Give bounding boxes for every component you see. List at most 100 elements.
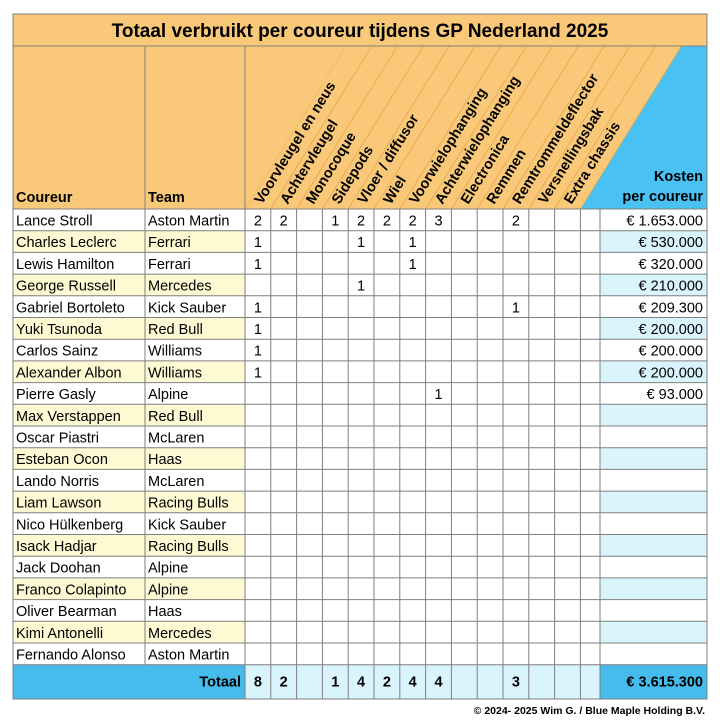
team-name: Kick Sauber [148, 300, 226, 316]
team-name: Racing Bulls [148, 496, 229, 512]
total-part-count: 8 [254, 675, 262, 691]
row-cost-bg [600, 317, 707, 340]
grid-layer [12, 13, 708, 700]
driver-name: Isack Hadjar [16, 539, 97, 555]
team-name: Mercedes [148, 279, 212, 295]
driver-name: Kimi Antonelli [16, 626, 103, 642]
row-parts-bg [245, 447, 600, 470]
row-parts-bg [245, 317, 600, 340]
header-cost-line1: Kosten [654, 169, 703, 185]
team-name: Kick Sauber [148, 517, 226, 533]
row-parts-bg [245, 404, 600, 426]
driver-cost: € 210.000 [638, 279, 703, 295]
row-parts-bg [245, 556, 600, 578]
row-label-bg [13, 534, 245, 557]
row-cost-bg [600, 230, 707, 253]
row-label-bg [13, 469, 245, 492]
driver-name: Carlos Sainz [16, 344, 98, 360]
part-count: 2 [512, 214, 520, 230]
row-parts-bg [245, 599, 600, 622]
total-part-count: 2 [280, 675, 288, 691]
row-cost-bg [600, 469, 707, 492]
driver-name: Oscar Piastri [16, 431, 99, 447]
row-parts-bg [245, 621, 600, 643]
header-cost-line2: per coureur [622, 189, 703, 205]
driver-name: Liam Lawson [16, 496, 101, 512]
team-name: McLaren [148, 431, 204, 447]
row-label-bg [13, 447, 245, 470]
sheet-title: Totaal verbruikt per coureur tijdens GP … [112, 21, 609, 42]
part-count: 1 [434, 387, 442, 403]
row-cost-bg [600, 339, 707, 361]
part-count: 2 [383, 214, 391, 230]
row-label-bg [13, 643, 245, 665]
team-name: Alpine [148, 387, 188, 403]
team-name: Aston Martin [148, 648, 229, 664]
row-label-bg [13, 360, 245, 383]
team-name: Ferrari [148, 235, 191, 251]
row-label-bg [13, 209, 245, 231]
part-count: 1 [254, 257, 262, 273]
row-cost-bg [600, 643, 707, 665]
driver-cost: € 320.000 [638, 257, 703, 273]
total-part-count: 2 [383, 675, 391, 691]
part-count: 2 [409, 214, 417, 230]
driver-name: Nico Hülkenberg [16, 517, 123, 533]
row-cost-bg [600, 599, 707, 622]
driver-cost: € 1.653.000 [626, 214, 703, 230]
team-name: Haas [148, 604, 182, 620]
part-count: 2 [280, 214, 288, 230]
header-team: Team [148, 190, 185, 206]
row-cost-bg [600, 447, 707, 470]
part-count: 1 [254, 322, 262, 338]
driver-cost: € 200.000 [638, 365, 703, 381]
row-cost-bg [600, 426, 707, 448]
total-part-count: 1 [331, 675, 339, 691]
row-cost-bg [600, 209, 707, 231]
part-count: 2 [357, 214, 365, 230]
row-parts-bg [245, 512, 600, 535]
header-left-block [13, 46, 245, 209]
part-count: 1 [357, 235, 365, 251]
team-name: Mercedes [148, 626, 212, 642]
row-cost-bg [600, 577, 707, 600]
part-count: 1 [254, 365, 262, 381]
row-label-bg [13, 599, 245, 622]
driver-cost: € 93.000 [647, 387, 703, 403]
row-label-bg [13, 252, 245, 275]
row-label-bg [13, 382, 245, 405]
driver-name: Franco Colapinto [16, 582, 126, 598]
row-parts-bg [245, 339, 600, 361]
row-parts-bg [245, 209, 600, 231]
driver-name: Max Verstappen [16, 409, 121, 425]
row-parts-bg [245, 577, 600, 600]
outer-frame [12, 13, 708, 700]
row-label-bg [13, 621, 245, 643]
row-label-bg [13, 426, 245, 448]
row-label-bg [13, 295, 245, 318]
team-name: Red Bull [148, 409, 203, 425]
row-cost-bg [600, 295, 707, 318]
part-count: 1 [254, 344, 262, 360]
part-count: 1 [357, 279, 365, 295]
row-cost-bg [600, 382, 707, 405]
team-name: Williams [148, 365, 202, 381]
part-count: 2 [254, 214, 262, 230]
row-parts-bg [245, 534, 600, 557]
total-bar-cost [600, 664, 707, 699]
copyright-footer: © 2024- 2025 Wim G. / Blue Maple Holding… [474, 705, 705, 717]
row-parts-bg [245, 274, 600, 296]
team-name: Haas [148, 452, 182, 468]
row-label-bg [13, 339, 245, 361]
row-label-bg [13, 577, 245, 600]
row-cost-bg [600, 512, 707, 535]
total-bar-label [13, 664, 245, 699]
driver-cost: € 209.300 [638, 300, 703, 316]
driver-name: Lewis Hamilton [16, 257, 114, 273]
header-driver: Coureur [16, 190, 73, 206]
total-part-count: 4 [357, 675, 365, 691]
driver-cost: € 200.000 [638, 344, 703, 360]
part-count: 3 [434, 214, 442, 230]
total-label: Totaal [199, 675, 241, 691]
